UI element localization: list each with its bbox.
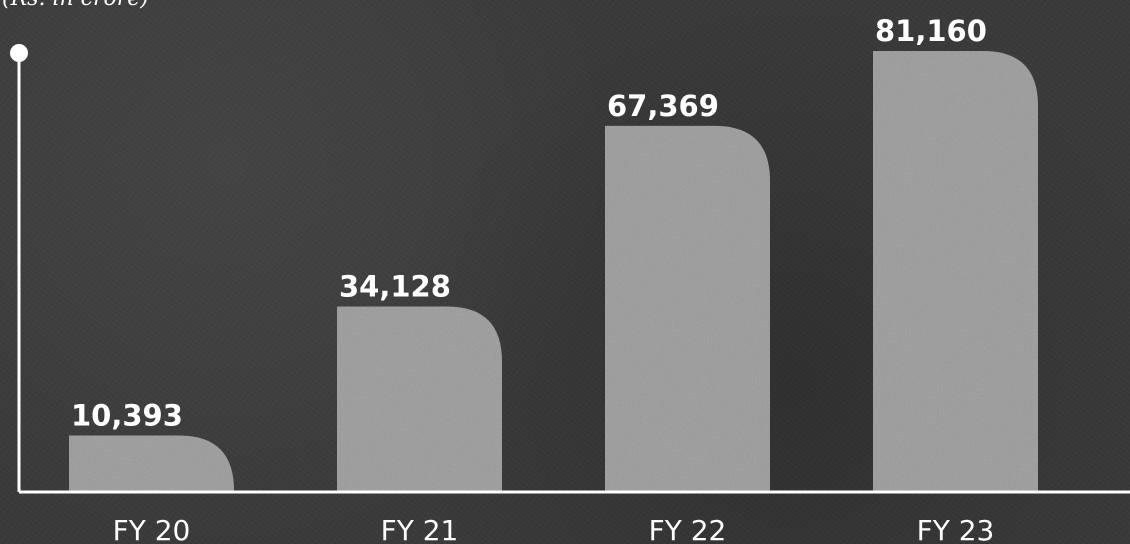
value-label-fy-23: 81,160	[875, 14, 987, 48]
bar-fy-21	[337, 306, 502, 492]
value-label-fy-20: 10,393	[71, 399, 183, 433]
labels-layer: 10,393 FY 20 34,128 FY 21 67,369 FY 22 81,160 F…	[71, 14, 994, 544]
y-axis-cap	[10, 44, 28, 62]
bars-layer	[69, 51, 1038, 492]
tick-label-fy-22: FY 22	[649, 514, 727, 544]
value-label-fy-22: 67,369	[607, 89, 719, 123]
bar-fy-20	[69, 435, 234, 492]
tick-label-fy-23: FY 23	[917, 514, 995, 544]
value-label-fy-21: 34,128	[339, 270, 451, 304]
tick-label-fy-20: FY 20	[113, 514, 191, 544]
unit-note: (Rs. in crore)	[2, 0, 149, 11]
bar-fy-23	[873, 51, 1038, 492]
bar-fy-22	[605, 125, 770, 492]
tick-label-fy-21: FY 21	[381, 514, 459, 544]
axes-layer	[10, 44, 1130, 494]
